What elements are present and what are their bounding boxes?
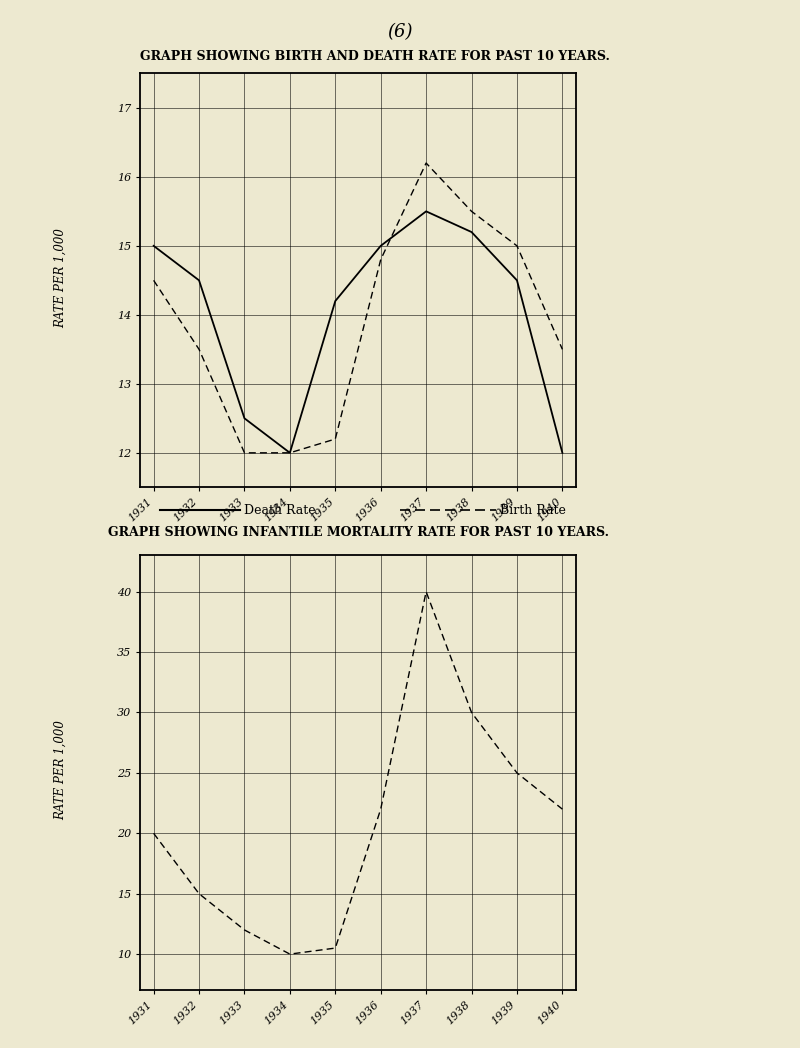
Text: RATE PER 1,000: RATE PER 1,000 [54, 720, 66, 821]
Text: Death Rate: Death Rate [244, 504, 316, 517]
Text: RATE PER 1,000: RATE PER 1,000 [54, 227, 66, 328]
Text: GRAPH SHOWING BIRTH AND DEATH RATE FOR PAST 10 YEARS.: GRAPH SHOWING BIRTH AND DEATH RATE FOR P… [140, 50, 610, 63]
Text: (6): (6) [387, 23, 413, 41]
Text: GRAPH SHOWING INFANTILE MORTALITY RATE FOR PAST 10 YEARS.: GRAPH SHOWING INFANTILE MORTALITY RATE F… [108, 526, 609, 539]
Text: Birth Rate: Birth Rate [500, 504, 566, 517]
